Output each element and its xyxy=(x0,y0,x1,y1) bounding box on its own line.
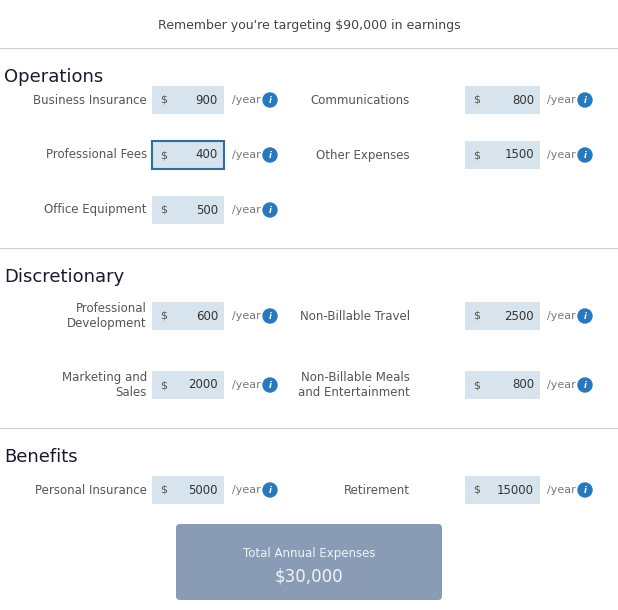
Circle shape xyxy=(578,148,592,162)
Text: i: i xyxy=(269,206,271,215)
Text: 800: 800 xyxy=(512,378,534,392)
Text: i: i xyxy=(583,381,586,390)
Text: 5000: 5000 xyxy=(188,484,218,497)
Text: i: i xyxy=(269,96,271,105)
Text: i: i xyxy=(269,381,271,390)
Text: 15000: 15000 xyxy=(497,484,534,497)
Text: /year: /year xyxy=(232,95,261,105)
Circle shape xyxy=(263,148,277,162)
Text: i: i xyxy=(583,151,586,160)
Text: Business Insurance: Business Insurance xyxy=(33,93,147,107)
Text: /year: /year xyxy=(232,380,261,390)
Text: $: $ xyxy=(160,380,167,390)
Circle shape xyxy=(578,483,592,497)
Text: $: $ xyxy=(160,205,167,215)
Text: $: $ xyxy=(473,95,480,105)
Circle shape xyxy=(578,378,592,392)
Text: /year: /year xyxy=(547,380,576,390)
Text: Non-Billable Travel: Non-Billable Travel xyxy=(300,309,410,323)
Text: $: $ xyxy=(473,150,480,160)
Text: $: $ xyxy=(160,311,167,321)
Text: i: i xyxy=(269,151,271,160)
Text: $: $ xyxy=(473,380,480,390)
Text: Discretionary: Discretionary xyxy=(4,268,124,286)
Circle shape xyxy=(263,483,277,497)
Text: Office Equipment: Office Equipment xyxy=(44,204,147,217)
Text: Operations: Operations xyxy=(4,68,103,86)
FancyBboxPatch shape xyxy=(152,196,224,224)
Text: Other Expenses: Other Expenses xyxy=(316,148,410,162)
Text: Communications: Communications xyxy=(311,93,410,107)
Text: 2000: 2000 xyxy=(188,378,218,392)
Text: $: $ xyxy=(473,311,480,321)
Text: Benefits: Benefits xyxy=(4,448,78,466)
FancyBboxPatch shape xyxy=(152,476,224,504)
Text: /year: /year xyxy=(547,95,576,105)
Circle shape xyxy=(263,378,277,392)
FancyBboxPatch shape xyxy=(152,371,224,399)
Text: Remember you're targeting $90,000 in earnings: Remember you're targeting $90,000 in ear… xyxy=(158,20,460,32)
FancyBboxPatch shape xyxy=(465,476,540,504)
Text: /year: /year xyxy=(232,485,261,495)
Text: Professional
Development: Professional Development xyxy=(67,302,147,330)
Text: Marketing and
Sales: Marketing and Sales xyxy=(62,371,147,399)
Text: 900: 900 xyxy=(196,93,218,107)
Text: $30,000: $30,000 xyxy=(274,568,344,586)
Text: i: i xyxy=(583,486,586,495)
Text: $: $ xyxy=(473,485,480,495)
FancyBboxPatch shape xyxy=(465,86,540,114)
Text: Personal Insurance: Personal Insurance xyxy=(35,484,147,497)
Text: /year: /year xyxy=(232,205,261,215)
FancyBboxPatch shape xyxy=(465,302,540,330)
Circle shape xyxy=(263,309,277,323)
Text: Retirement: Retirement xyxy=(344,484,410,497)
Text: /year: /year xyxy=(547,485,576,495)
FancyBboxPatch shape xyxy=(152,302,224,330)
FancyBboxPatch shape xyxy=(176,524,442,600)
Text: i: i xyxy=(583,96,586,105)
Text: /year: /year xyxy=(547,150,576,160)
Text: 800: 800 xyxy=(512,93,534,107)
FancyBboxPatch shape xyxy=(152,141,224,169)
Text: Professional Fees: Professional Fees xyxy=(46,148,147,162)
Text: $: $ xyxy=(160,150,167,160)
Text: $: $ xyxy=(160,485,167,495)
Text: 400: 400 xyxy=(196,148,218,162)
Text: /year: /year xyxy=(232,150,261,160)
Text: 1500: 1500 xyxy=(504,148,534,162)
Text: 2500: 2500 xyxy=(504,309,534,323)
Circle shape xyxy=(578,93,592,107)
Text: i: i xyxy=(583,312,586,321)
FancyBboxPatch shape xyxy=(152,86,224,114)
Circle shape xyxy=(263,203,277,217)
Circle shape xyxy=(578,309,592,323)
Text: Total Annual Expenses: Total Annual Expenses xyxy=(243,547,375,561)
Circle shape xyxy=(263,93,277,107)
Text: i: i xyxy=(269,312,271,321)
Text: 500: 500 xyxy=(196,204,218,217)
Text: 600: 600 xyxy=(196,309,218,323)
Text: /year: /year xyxy=(547,311,576,321)
Text: $: $ xyxy=(160,95,167,105)
FancyBboxPatch shape xyxy=(465,371,540,399)
Text: Non-Billable Meals
and Entertainment: Non-Billable Meals and Entertainment xyxy=(298,371,410,399)
FancyBboxPatch shape xyxy=(465,141,540,169)
Text: i: i xyxy=(269,486,271,495)
Text: /year: /year xyxy=(232,311,261,321)
